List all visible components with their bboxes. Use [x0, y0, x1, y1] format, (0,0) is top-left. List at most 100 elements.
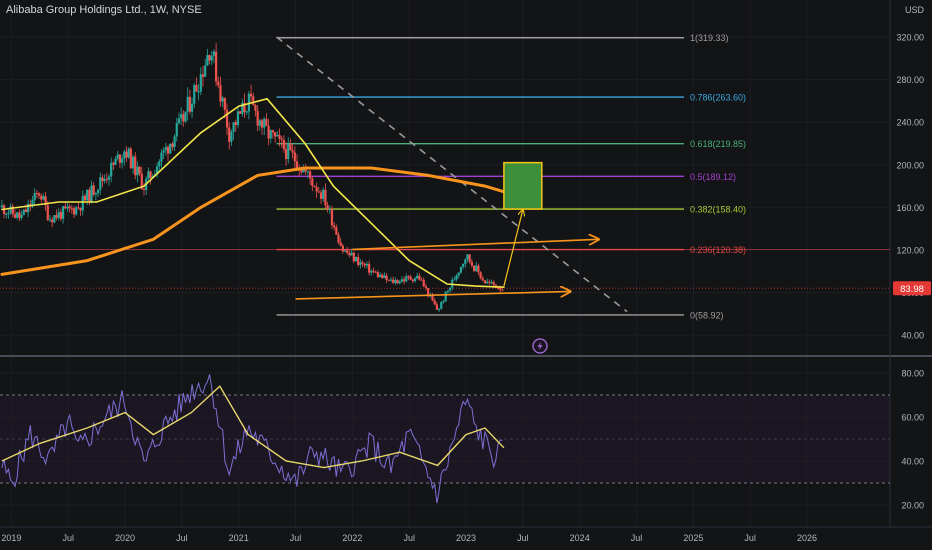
dashed-trendline	[276, 36, 628, 313]
candle-body	[383, 275, 386, 279]
candle-body	[77, 207, 80, 209]
candle-body	[435, 304, 438, 310]
time-tick-label: 2019	[1, 533, 21, 543]
candle-body	[477, 265, 480, 273]
candle-body	[219, 85, 222, 102]
candle-body	[416, 275, 419, 279]
candle-body	[81, 195, 84, 211]
candle-body	[186, 96, 189, 112]
rsi-tick-label: 40.00	[901, 457, 924, 467]
candle-body	[317, 191, 320, 193]
candle-body	[267, 125, 270, 139]
candle-body	[16, 212, 19, 218]
candle-body	[44, 196, 47, 206]
price-tick-label: 320.00	[896, 33, 924, 43]
candle-body	[385, 275, 388, 280]
candle-body	[263, 118, 266, 128]
candle-body	[131, 156, 135, 169]
candle-body	[306, 171, 310, 173]
candle-body	[324, 189, 327, 206]
candle-body	[215, 51, 218, 82]
candle-body	[389, 279, 393, 281]
candle-body	[234, 122, 237, 126]
candle-body	[201, 74, 205, 77]
candle-body	[90, 185, 93, 202]
candle-body	[284, 149, 288, 160]
candle-body	[335, 227, 338, 235]
candle-body	[409, 276, 412, 280]
time-tick-label: Jul	[290, 533, 302, 543]
candle-body	[280, 138, 283, 140]
candle-body	[376, 272, 379, 278]
candle-body	[232, 122, 235, 132]
candle-body	[199, 74, 202, 92]
candle-body	[413, 278, 417, 282]
candle-body	[92, 185, 95, 195]
candle-body	[422, 279, 425, 287]
candle-body	[136, 166, 139, 176]
candle-body	[433, 300, 436, 305]
price-tick-label: 120.00	[896, 245, 924, 255]
candle-body	[134, 156, 137, 176]
candle-body	[175, 123, 178, 137]
candle-body	[147, 171, 150, 179]
time-tick-label: 2024	[570, 533, 590, 543]
candle-body	[70, 208, 73, 210]
candle-body	[225, 109, 229, 128]
candle-body	[361, 262, 364, 264]
candle-body	[193, 84, 196, 104]
candle-body	[245, 111, 248, 113]
candle-body	[464, 259, 467, 264]
candle-body	[293, 152, 296, 162]
candle-body	[118, 154, 122, 163]
candle-body	[236, 111, 240, 126]
candle-body	[387, 279, 390, 281]
rsi-ma-line	[1, 385, 505, 469]
time-tick-label: 2020	[115, 533, 135, 543]
candle-body	[33, 193, 36, 201]
rsi-tick-label: 60.00	[901, 413, 924, 423]
candle-body	[457, 272, 460, 276]
candle-body	[180, 114, 183, 119]
candle-body	[276, 134, 279, 137]
candle-body	[501, 289, 504, 291]
candle-body	[398, 281, 401, 284]
candle-body	[18, 212, 21, 218]
candle-body	[5, 213, 8, 215]
candle-body	[302, 169, 305, 173]
candle-body	[365, 263, 369, 266]
candle-body	[9, 206, 12, 214]
projection-arrow	[503, 209, 523, 287]
time-tick-label: 2023	[456, 533, 476, 543]
candle-body	[472, 265, 476, 271]
candle-body	[265, 118, 268, 126]
candle-body	[282, 139, 285, 150]
candle-body	[171, 143, 174, 147]
candle-body	[427, 288, 430, 297]
fib-level-label: 0.5(189.12)	[690, 172, 736, 182]
candle-body	[212, 51, 216, 56]
candle-body	[466, 254, 469, 260]
candle-body	[217, 81, 220, 86]
candle-body	[400, 279, 404, 282]
last-price-badge	[893, 281, 931, 296]
candle-body	[496, 287, 500, 289]
candle-body	[300, 169, 303, 173]
candle-body	[396, 280, 399, 284]
candle-body	[96, 189, 100, 194]
candle-body	[407, 276, 410, 278]
candle-body	[31, 200, 34, 207]
candle-body	[72, 208, 76, 215]
candle-body	[269, 130, 272, 139]
candle-body	[127, 148, 130, 158]
time-tick-label: Jul	[631, 533, 643, 543]
candle-body	[110, 162, 113, 177]
time-tick-label: Jul	[62, 533, 74, 543]
candle-body	[13, 214, 17, 218]
candle-body	[405, 276, 408, 282]
candle-body	[256, 110, 259, 126]
candle-body	[322, 189, 325, 199]
candle-body	[166, 146, 170, 154]
